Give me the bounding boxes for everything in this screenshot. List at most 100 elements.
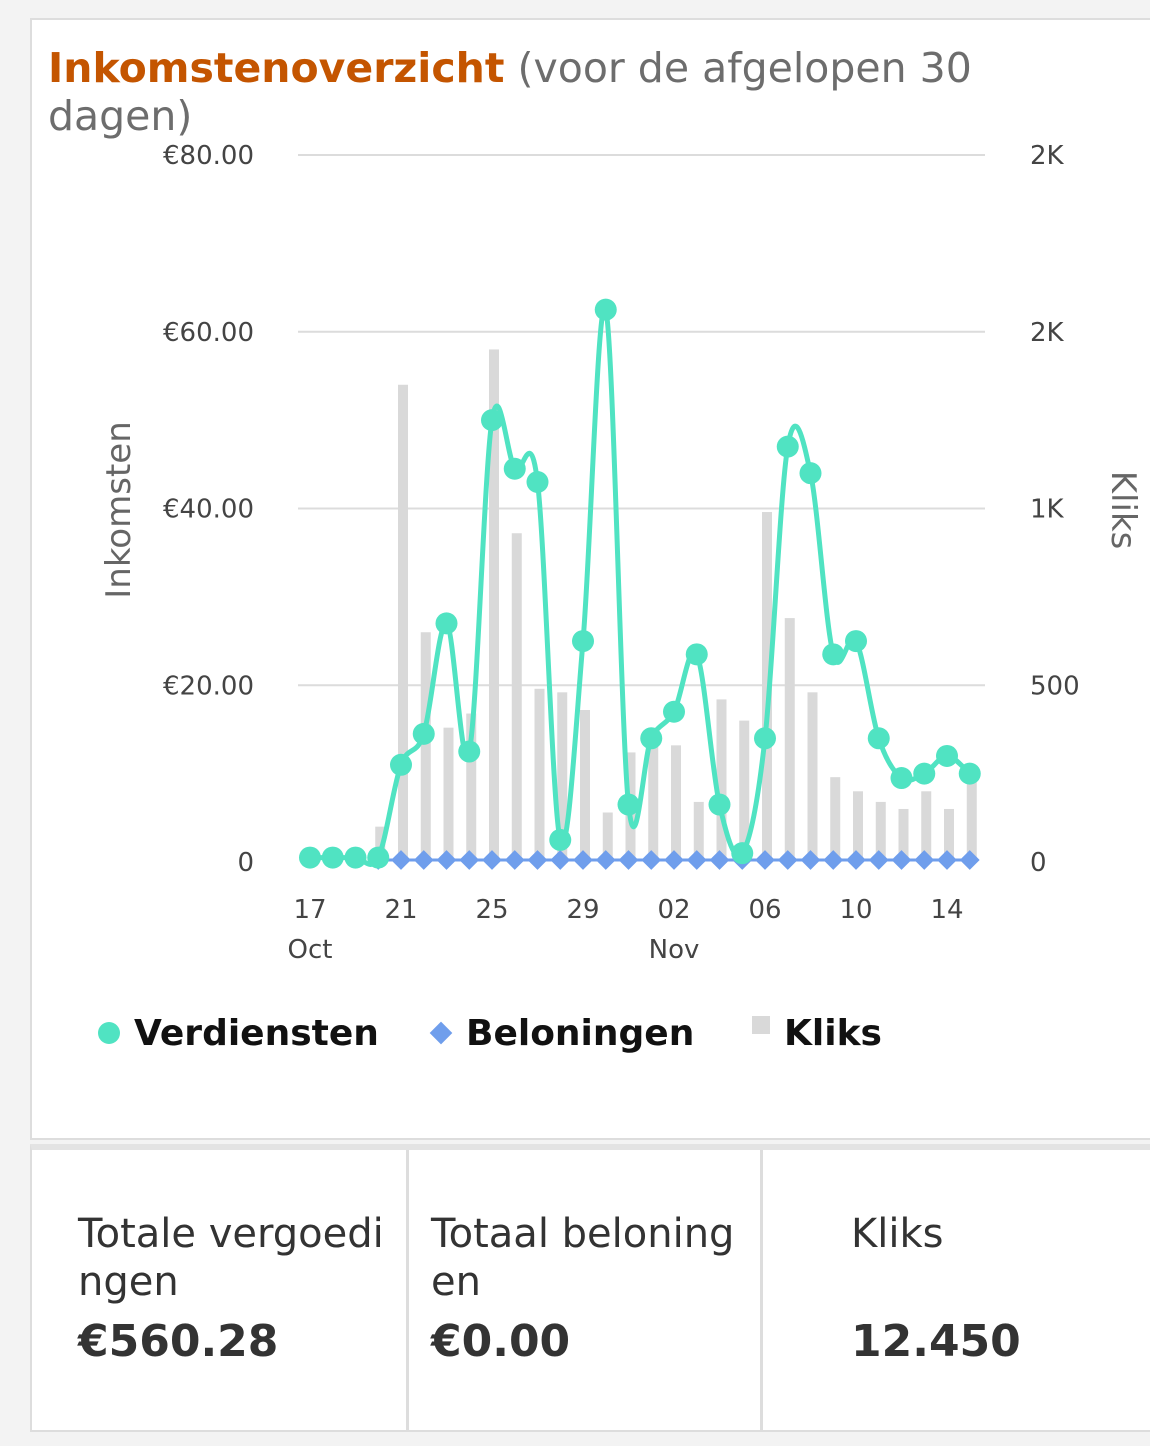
- rewards-point: [709, 850, 730, 870]
- clicks-bar: [966, 777, 977, 862]
- earnings-point: [412, 722, 435, 745]
- x-tick-label: 10: [839, 895, 872, 925]
- legend-label-clicks: Kliks: [784, 1012, 882, 1054]
- clicks-bar: [466, 713, 477, 862]
- legend-label-earnings: Verdiensten: [134, 1012, 379, 1054]
- y-tick-label: 0: [237, 848, 254, 878]
- earnings-point: [526, 470, 549, 493]
- y-tick-label: €20.00: [163, 671, 254, 701]
- rewards-point: [550, 850, 571, 870]
- chart-title: Inkomstenoverzicht (voor de afgelopen 30…: [48, 44, 988, 140]
- rewards-point: [755, 850, 775, 870]
- x-tick-label: 06: [748, 895, 781, 925]
- earnings-point: [640, 727, 663, 750]
- clicks-bar: [443, 727, 454, 862]
- rewards-point: [391, 850, 411, 870]
- earnings-point: [822, 643, 845, 666]
- earnings-point: [594, 298, 617, 321]
- clicks-bar: [602, 812, 613, 862]
- total-clicks-value: 12.450: [851, 1316, 1021, 1367]
- clicks-bar: [671, 745, 681, 862]
- rewards-point: [527, 850, 548, 870]
- legend-item-rewards[interactable]: Beloningen: [429, 1008, 694, 1058]
- y-tick-label: €80.00: [163, 141, 254, 171]
- legend-item-earnings[interactable]: Verdiensten: [98, 1008, 379, 1058]
- rewards-point: [436, 850, 457, 870]
- y2-tick-label: 2K: [1030, 318, 1065, 348]
- totals-panel: Totale vergoedingen €560.28 Totaal belon…: [30, 1144, 1150, 1432]
- y-axis-title: Inkomsten: [99, 421, 139, 599]
- clicks-bar: [944, 808, 954, 862]
- rewards-point: [891, 850, 912, 870]
- total-fees-label: Totale vergoedingen: [78, 1211, 384, 1305]
- rewards-point: [846, 850, 866, 870]
- total-clicks-label: Kliks: [851, 1211, 944, 1257]
- earnings-line: [310, 305, 972, 867]
- rewards-point: [413, 850, 434, 870]
- earnings-point: [458, 740, 481, 763]
- chart-title-suffix: (voor de afgelopen 30 dagen): [48, 44, 972, 140]
- clicks-bar: [489, 349, 499, 862]
- earnings-point: [958, 762, 981, 785]
- rewards-point: [573, 850, 593, 870]
- clicks-bar: [557, 692, 568, 862]
- rewards-point: [937, 850, 957, 870]
- rewards-point: [482, 850, 502, 870]
- rewards-point: [823, 850, 844, 870]
- earnings-point: [799, 462, 822, 485]
- rewards-point: [618, 850, 639, 870]
- legend-item-clicks[interactable]: Kliks: [752, 1008, 882, 1058]
- earnings-point: [503, 457, 526, 480]
- y-tick-label: €40.00: [163, 495, 254, 525]
- earnings-point: [685, 643, 708, 666]
- clicks-bar-icon: [752, 1016, 770, 1034]
- earnings-point: [845, 630, 867, 653]
- earnings-chart: 0 €20.00 €40.00 €60.00 €80.00 0 500 1K 2K 2K Inkom…: [99, 141, 1143, 965]
- clicks-bar: [398, 384, 408, 862]
- earnings-point: [936, 744, 958, 767]
- total-rewards-label: Totaal beloningen: [431, 1211, 735, 1305]
- rewards-point: [777, 850, 798, 870]
- earnings-point: [913, 762, 936, 785]
- clicks-bar: [580, 709, 590, 862]
- rewards-point: [459, 850, 480, 870]
- earnings-point: [890, 767, 913, 790]
- chart-legend: Verdiensten Beloningen Kliks: [0, 1008, 1150, 1058]
- rewards-point: [686, 850, 707, 870]
- earnings-point: [549, 828, 572, 851]
- total-rewards-cell: Totaal beloningen €0.00: [406, 1150, 760, 1430]
- earnings-point: [390, 753, 412, 776]
- total-clicks-cell: Kliks 12.450: [760, 1150, 1150, 1430]
- earnings-point: [481, 409, 503, 432]
- y2-tick-label: 0: [1030, 848, 1047, 878]
- y2-axis-title: Kliks: [1103, 471, 1143, 550]
- rewards-point: [641, 850, 662, 870]
- chart-title-main: Inkomstenoverzicht: [48, 44, 505, 92]
- x-tick-month-label: Nov: [649, 935, 700, 965]
- x-tick-month-label: Oct: [288, 935, 333, 965]
- rewards-diamond-icon: [429, 1021, 453, 1045]
- clicks-bar: [807, 692, 818, 862]
- earnings-point: [572, 630, 594, 653]
- clicks-bar: [921, 791, 932, 862]
- earnings-point: [435, 612, 458, 635]
- y2-tick-label: 2K: [1030, 141, 1065, 171]
- clicks-bar: [420, 632, 431, 862]
- x-tick-label: 02: [657, 895, 690, 925]
- x-tick-label: 21: [384, 895, 417, 925]
- y-tick-label: €60.00: [163, 318, 254, 348]
- earnings-point: [367, 846, 390, 869]
- y2-tick-label: 1K: [1030, 495, 1065, 525]
- rewards-point: [504, 850, 525, 870]
- x-tick-label: 14: [930, 895, 963, 925]
- total-rewards-value: €0.00: [431, 1316, 571, 1367]
- clicks-bar: [693, 801, 704, 862]
- total-fees-value: €560.28: [78, 1316, 279, 1367]
- total-fees-cell: Totale vergoedingen €560.28: [32, 1150, 406, 1430]
- clicks-bar: [739, 720, 750, 862]
- earnings-point: [754, 727, 776, 750]
- clicks-bar: [716, 699, 727, 862]
- x-tick-label: 17: [293, 895, 326, 925]
- earnings-overview-card: [30, 18, 1150, 1140]
- rewards-point: [868, 850, 889, 870]
